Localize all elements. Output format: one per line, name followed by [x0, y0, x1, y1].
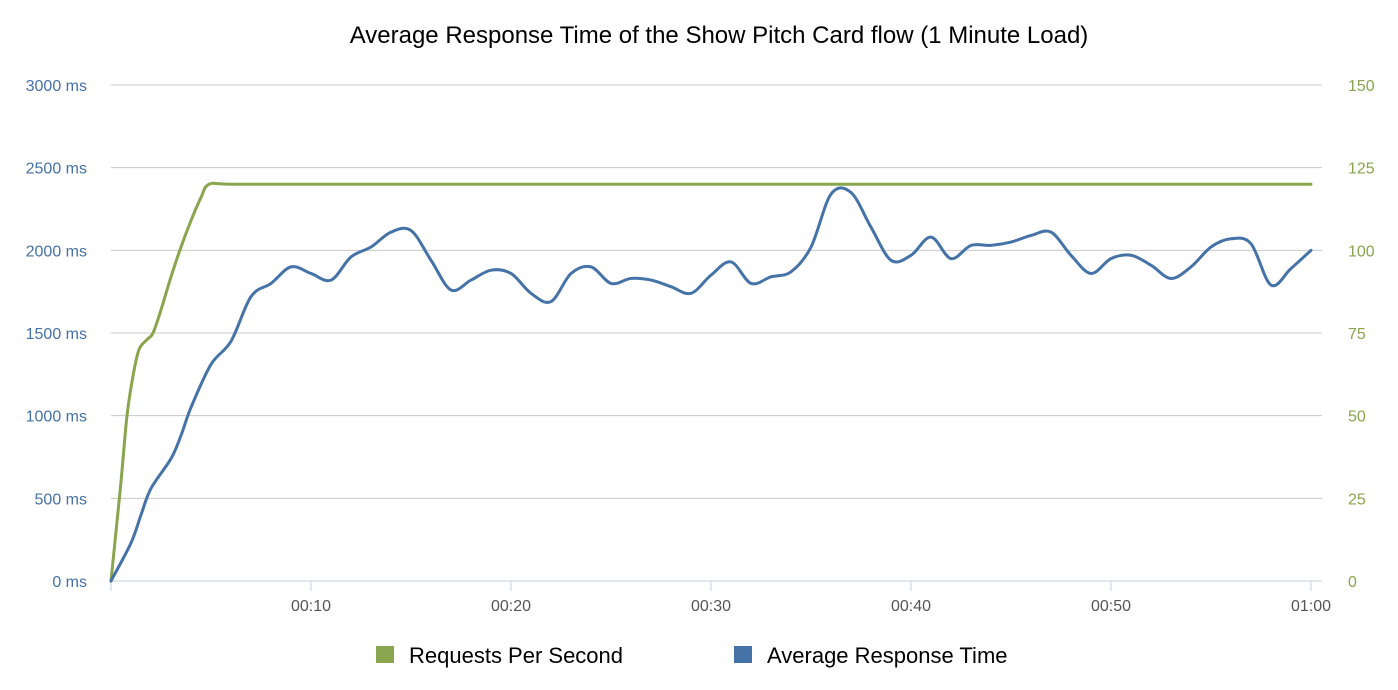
x-tick-label: 00:10: [291, 598, 331, 615]
y-tick-label-left: 2000 ms: [26, 243, 87, 260]
chart-title: Average Response Time of the Show Pitch …: [350, 22, 1089, 49]
legend-item-requests-per-second[interactable]: Requests Per Second: [376, 643, 623, 668]
x-tick-label: 00:40: [891, 598, 931, 615]
grid-layer: [111, 84, 1322, 582]
legend-label: Average Response Time: [767, 643, 1008, 668]
y-tick-label-left: 3000 ms: [26, 78, 87, 95]
legend-swatch: [376, 646, 394, 663]
y-tick-label-left: 0 ms: [52, 574, 87, 591]
y-tick-label-right: 100: [1348, 243, 1375, 260]
y-tick-label-right: 150: [1348, 78, 1375, 95]
x-tick-label: 00:30: [691, 598, 731, 615]
y-tick-label-left: 1500 ms: [26, 326, 87, 343]
y-tick-label-right: 125: [1348, 161, 1375, 178]
legend-item-average-response-time[interactable]: Average Response Time: [734, 643, 1008, 668]
x-tick-label: 01:00: [1291, 598, 1331, 615]
axes-layer: 0 ms 0 500 ms 25 1000 ms 50 1500 ms 75 2000 ms 10…: [26, 78, 1375, 615]
legend-swatch: [734, 646, 752, 663]
y-tick-label-left: 500 ms: [35, 491, 87, 508]
y-tick-label-left: 2500 ms: [26, 161, 87, 178]
y-tick-label-left: 1000 ms: [26, 409, 87, 426]
x-tick-label: 00:20: [491, 598, 531, 615]
x-tick-label: 00:50: [1091, 598, 1131, 615]
y-tick-label-right: 0: [1348, 574, 1357, 591]
y-tick-label-right: 75: [1348, 326, 1366, 343]
legend-label: Requests Per Second: [409, 643, 623, 668]
y-tick-label-right: 50: [1348, 409, 1366, 426]
series-line-requests-per-second: [109, 181, 1313, 583]
series-layer: [109, 181, 1313, 583]
y-tick-label-right: 25: [1348, 491, 1366, 508]
series-line-average-response-time: [109, 186, 1313, 583]
legend[interactable]: Requests Per Second Average Response Time: [376, 643, 1008, 668]
